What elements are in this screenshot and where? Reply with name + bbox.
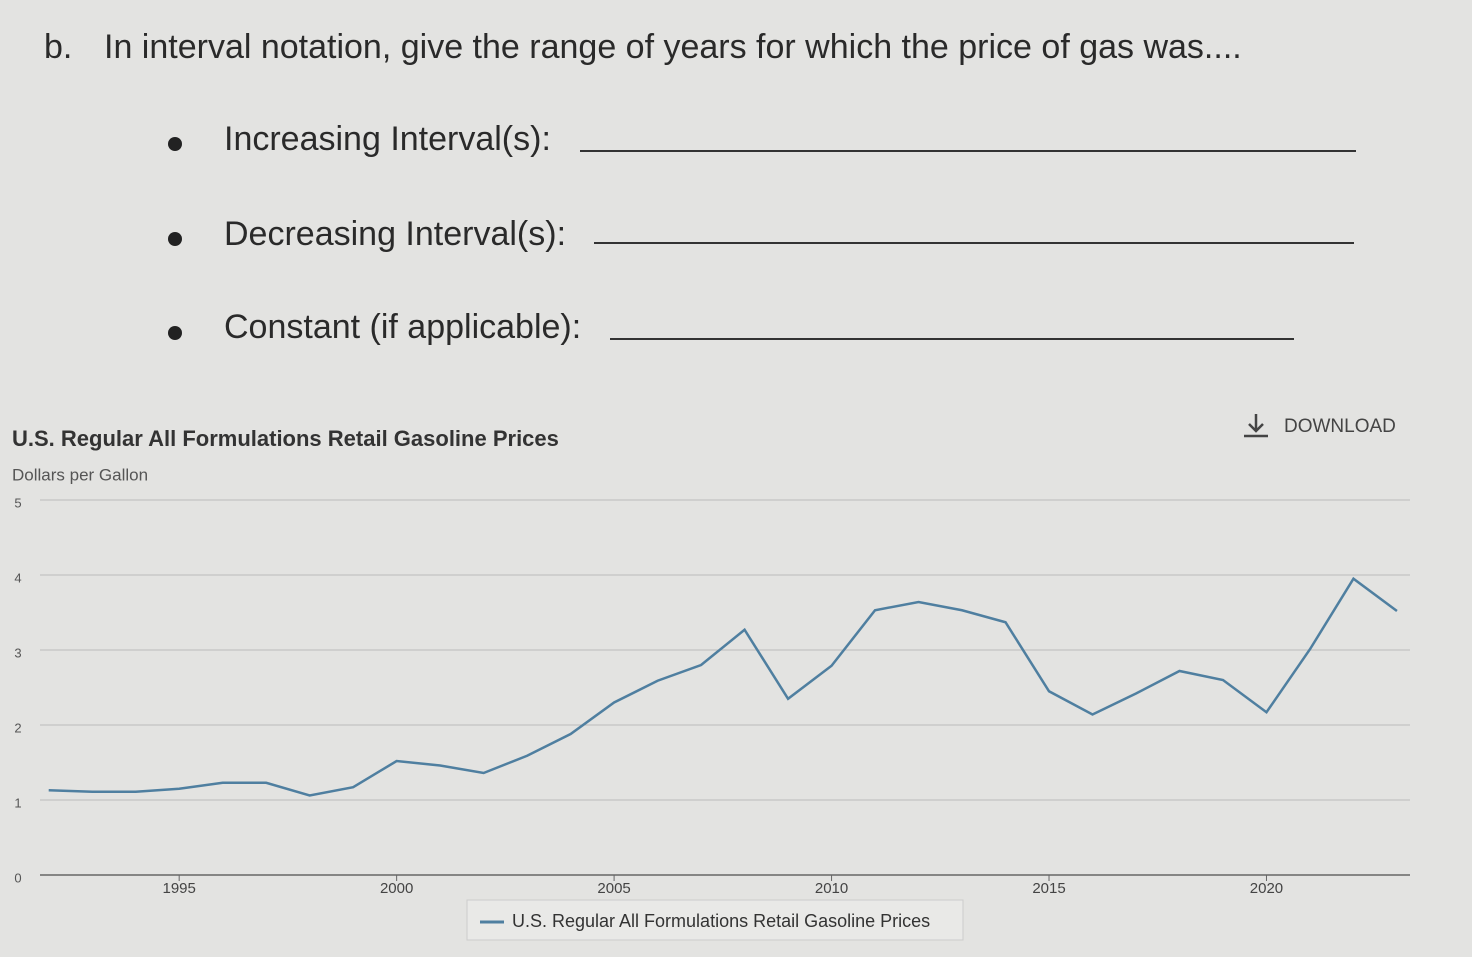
bullet: [168, 326, 182, 340]
download-label[interactable]: DOWNLOAD: [1284, 416, 1396, 437]
legend-label: U.S. Regular All Formulations Retail Gas…: [512, 911, 930, 931]
y-tick-label: 5: [14, 495, 21, 510]
item-label: Constant (if applicable):: [224, 308, 582, 346]
x-tick-label: 2015: [1032, 880, 1065, 897]
answer-line: [594, 242, 1354, 244]
question-label: b.: [44, 28, 73, 66]
y-tick-label: 4: [14, 570, 21, 585]
y-tick-label: 2: [14, 720, 21, 735]
bullet: [168, 232, 182, 246]
bullet: [168, 137, 182, 151]
data-line: [48, 576, 1398, 797]
answer-line: [610, 338, 1294, 340]
chart-title: U.S. Regular All Formulations Retail Gas…: [12, 426, 559, 451]
x-tick-label: 1995: [162, 880, 195, 897]
y-tick-label: 1: [14, 795, 21, 810]
legend-box: [466, 899, 964, 941]
x-tick-label: 2000: [380, 880, 413, 897]
download-icon: [1244, 414, 1268, 438]
x-tick-label: 2020: [1250, 880, 1283, 897]
y-axis-title: Dollars per Gallon: [12, 465, 148, 484]
question-text: In interval notation, give the range of …: [104, 28, 1242, 66]
x-tick-label: 2010: [815, 880, 848, 897]
download-button[interactable]: DOWNLOAD: [1244, 414, 1396, 438]
item-label: Increasing Interval(s):: [224, 120, 551, 158]
y-tick-label: 0: [14, 870, 21, 885]
y-tick-label: 3: [14, 645, 21, 660]
x-tick-label: 2005: [597, 880, 630, 897]
item-label: Decreasing Interval(s):: [224, 215, 567, 253]
answer-line: [580, 150, 1356, 152]
